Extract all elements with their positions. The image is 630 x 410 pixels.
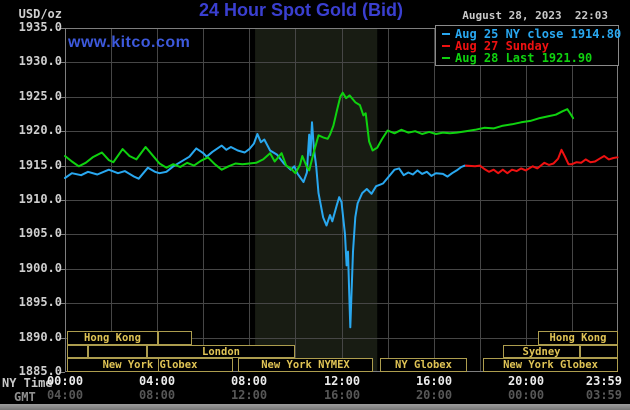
session-box — [580, 345, 618, 358]
legend-swatch — [442, 45, 450, 47]
legend-swatch — [442, 57, 450, 59]
chart-timestamp: August 28, 2023 22:03 — [462, 9, 608, 22]
legend-item: Aug 27 Sunday — [442, 39, 618, 53]
legend: Aug 25 NY close 1914.80 Aug 27 Sunday Aug … — [435, 25, 622, 66]
y-axis-label: 1885.0 — [18, 364, 62, 378]
legend-label: Aug 25 NY close 1914.80 — [455, 27, 622, 41]
x-axis-label-gmt: 16:00 — [323, 388, 361, 402]
x-axis-label-ny: 12:00 — [323, 374, 361, 388]
legend-item: Aug 25 NY close 1914.80 — [442, 27, 622, 41]
session-label: Hong Kong — [84, 332, 141, 344]
session-label: NY Globex — [395, 359, 452, 371]
session-label: New York Globex — [102, 359, 198, 371]
y-axis-unit-label: USD/oz — [18, 7, 62, 21]
session-box: NY Globex — [380, 358, 467, 372]
x-axis-label-ny: 04:00 — [138, 374, 176, 388]
y-axis-label: 1930.0 — [18, 54, 62, 68]
y-axis-label: 1910.0 — [18, 192, 62, 206]
x-axis-label-gmt: 03:59 — [585, 388, 622, 402]
x-axis-label-ny: 00:00 — [46, 374, 84, 388]
session-label: Hong Kong — [549, 332, 607, 344]
y-axis-label: 1890.0 — [18, 330, 62, 344]
session-box — [158, 331, 192, 345]
legend-label: Aug 27 Sunday — [455, 39, 549, 53]
session-box — [88, 345, 147, 358]
x-axis-label-ny: 20:00 — [507, 374, 545, 388]
session-box — [67, 345, 88, 358]
legend-item: Aug 28 Last 1921.90 — [442, 51, 618, 65]
x-axis-label-gmt: 12:00 — [230, 388, 268, 402]
x-axis-label-ny: 23:59 — [585, 374, 622, 388]
kitco-watermark-link[interactable]: www.kitco.com — [68, 34, 191, 51]
series-line-1 — [464, 148, 619, 175]
session-box: Hong Kong — [538, 331, 618, 345]
x-axis-label-ny: 16:00 — [415, 374, 453, 388]
x-axis-gmt-label: GMT — [14, 390, 36, 404]
x-axis-label-gmt: 08:00 — [138, 388, 176, 402]
x-axis-label-ny: 08:00 — [230, 374, 268, 388]
y-axis-label: 1895.0 — [18, 295, 62, 309]
x-axis-label-gmt: 04:00 — [46, 388, 84, 402]
session-box: New York Globex — [67, 358, 233, 372]
session-box: New York NYMEX — [238, 358, 373, 372]
legend-label: Aug 28 Last 1921.90 — [455, 51, 593, 65]
session-label: Sydney — [522, 345, 561, 358]
session-divider — [158, 358, 159, 372]
session-label: New York NYMEX — [261, 359, 350, 371]
series-line-0 — [64, 121, 466, 329]
y-axis-label: 1900.0 — [18, 261, 62, 275]
y-axis-label: 1915.0 — [18, 158, 62, 172]
session-box: London — [147, 345, 295, 358]
bottom-edge-bar — [0, 404, 630, 410]
session-box: New York Globex — [483, 358, 618, 372]
x-axis-label-gmt: 00:00 — [507, 388, 545, 402]
x-axis-label-gmt: 20:00 — [415, 388, 453, 402]
y-axis-label: 1905.0 — [18, 226, 62, 240]
session-box: Sydney — [503, 345, 580, 358]
y-axis-label: 1925.0 — [18, 89, 62, 103]
session-label: New York Globex — [503, 359, 598, 371]
legend-swatch — [442, 33, 450, 35]
y-axis-label: 1935.0 — [18, 20, 62, 34]
session-box: Hong Kong — [67, 331, 158, 345]
chart-title: 24 Hour Spot Gold (Bid) — [199, 0, 403, 20]
series-line-2 — [64, 91, 575, 175]
session-label: London — [202, 345, 240, 358]
x-axis-ny-time-label: NY Time — [2, 376, 53, 390]
y-axis-label: 1920.0 — [18, 123, 62, 137]
